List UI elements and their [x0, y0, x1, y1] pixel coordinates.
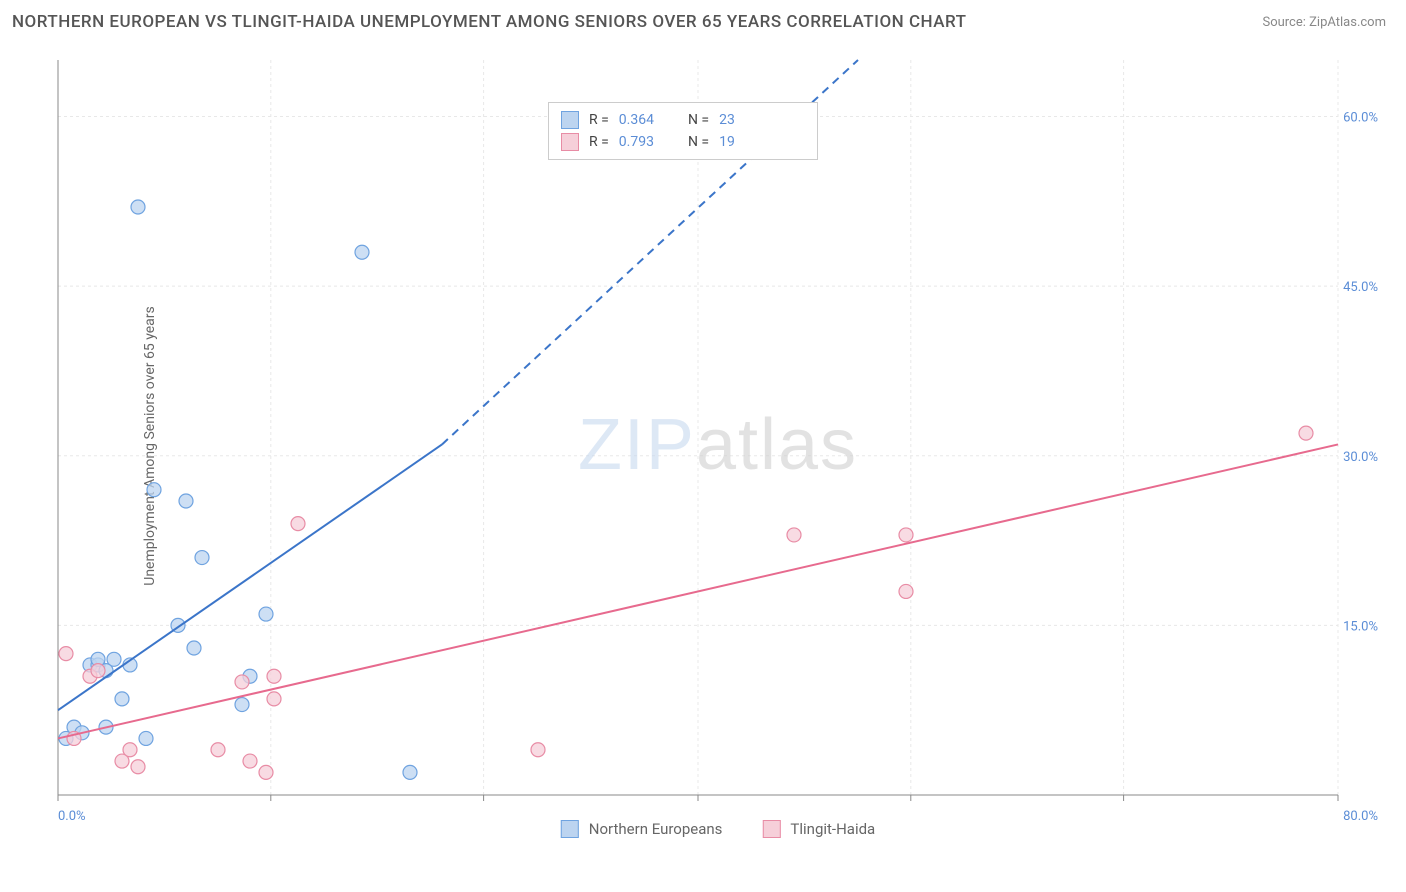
chart-header: NORTHERN EUROPEAN VS TLINGIT-HAIDA UNEMP… — [0, 0, 1406, 44]
series-legend-item: Northern Europeans — [561, 820, 723, 838]
svg-text:0.0%: 0.0% — [58, 809, 86, 824]
series-legend-label: Tlingit-Haida — [790, 820, 875, 838]
scatter-plot-svg: 15.0% 30.0% 45.0% 60.0% 0.0% 80.0% — [48, 50, 1388, 840]
legend-swatch — [762, 820, 780, 838]
svg-text:45.0%: 45.0% — [1343, 280, 1378, 295]
legend-swatch — [561, 111, 579, 129]
series-legend: Northern Europeans Tlingit-Haida — [561, 820, 875, 838]
chart-plot-area: 15.0%30.0%45.0%60.0%0.0%80.0% ZIPatlas R… — [48, 50, 1388, 840]
legend-swatch — [561, 820, 579, 838]
svg-text:30.0%: 30.0% — [1343, 450, 1378, 465]
svg-text:80.0%: 80.0% — [1343, 809, 1378, 824]
source-link[interactable]: ZipAtlas.com — [1309, 15, 1386, 30]
stats-legend: R = 0.364N = 23R = 0.793N = 19 — [548, 102, 818, 160]
source-attribution: Source: ZipAtlas.com — [1262, 15, 1386, 30]
series-legend-item: Tlingit-Haida — [762, 820, 875, 838]
legend-swatch — [561, 133, 579, 151]
chart-title: NORTHERN EUROPEAN VS TLINGIT-HAIDA UNEMP… — [12, 12, 967, 32]
stats-legend-row: R = 0.793N = 19 — [561, 131, 805, 153]
svg-text:15.0%: 15.0% — [1343, 619, 1378, 634]
stats-legend-row: R = 0.364N = 23 — [561, 109, 805, 131]
series-legend-label: Northern Europeans — [589, 820, 723, 838]
svg-text:60.0%: 60.0% — [1343, 111, 1378, 126]
